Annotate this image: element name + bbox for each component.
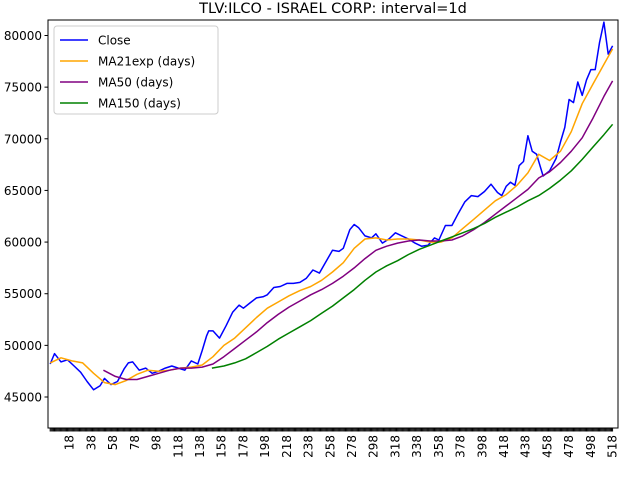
series-line-1 [49, 48, 614, 386]
x-tick-label-19: 398 [475, 435, 489, 458]
x-tick-label-18: 378 [454, 435, 468, 458]
legend: Close MA21exp (days) MA50 (days) MA150 (day… [53, 25, 219, 115]
x-tick-label-14: 298 [367, 435, 381, 458]
y-tick-label-0: 45000 [4, 391, 42, 405]
y-tick-label-7: 80000 [4, 29, 42, 43]
legend-label-3: MA150 (days) [98, 97, 181, 111]
legend-label-2: MA50 (days) [98, 76, 173, 90]
x-tick-label-5: 118 [171, 435, 185, 458]
x-tick-label-25: 518 [606, 435, 620, 458]
x-tick-label-16: 338 [410, 435, 424, 458]
series-line-2 [103, 80, 614, 381]
x-tick-label-3: 78 [128, 435, 142, 450]
x-tick-label-20: 418 [497, 435, 511, 458]
x-tick-label-15: 318 [388, 435, 402, 458]
x-tick-label-13: 278 [345, 435, 359, 458]
x-tick-label-17: 358 [432, 435, 446, 458]
x-tick-label-22: 458 [540, 435, 554, 458]
legend-box [53, 25, 219, 115]
x-tick-label-12: 258 [323, 435, 337, 458]
x-axis: 18 38 58 78 98 118 138 158 178 198 218 238 258 278 298… [49, 428, 620, 458]
x-tick-label-9: 198 [258, 435, 272, 458]
series-line-3 [211, 123, 614, 369]
x-tick-label-4: 98 [150, 435, 164, 450]
y-axis: 45000 50000 55000 60000 65000 70000 75000 80000 [4, 29, 48, 405]
x-tick-label-23: 478 [562, 435, 576, 458]
x-tick-label-7: 158 [215, 435, 229, 458]
axes-frame [47, 19, 619, 429]
y-tick-label-6: 75000 [4, 81, 42, 95]
x-tick-label-6: 138 [193, 435, 207, 458]
legend-label-1: MA21exp (days) [98, 55, 195, 69]
x-tick-label-2: 58 [106, 435, 120, 450]
x-tick-label-1: 38 [84, 435, 98, 450]
x-tick-label-10: 218 [280, 435, 294, 458]
plot-lines [49, 21, 614, 391]
chart-title: TLV:ILCO - ISRAEL CORP: interval=1d [198, 1, 467, 17]
y-tick-label-5: 70000 [4, 132, 42, 146]
x-tick-label-0: 18 [63, 435, 77, 450]
y-tick-label-2: 55000 [4, 287, 42, 301]
y-tick-label-1: 50000 [4, 339, 42, 353]
x-tick-label-21: 438 [519, 435, 533, 458]
legend-label-0: Close [98, 34, 131, 48]
y-tick-label-3: 60000 [4, 236, 42, 250]
y-tick-label-4: 65000 [4, 184, 42, 198]
x-tick-label-24: 498 [584, 435, 598, 458]
x-tick-label-8: 178 [236, 435, 250, 458]
x-tick-label-11: 238 [302, 435, 316, 458]
